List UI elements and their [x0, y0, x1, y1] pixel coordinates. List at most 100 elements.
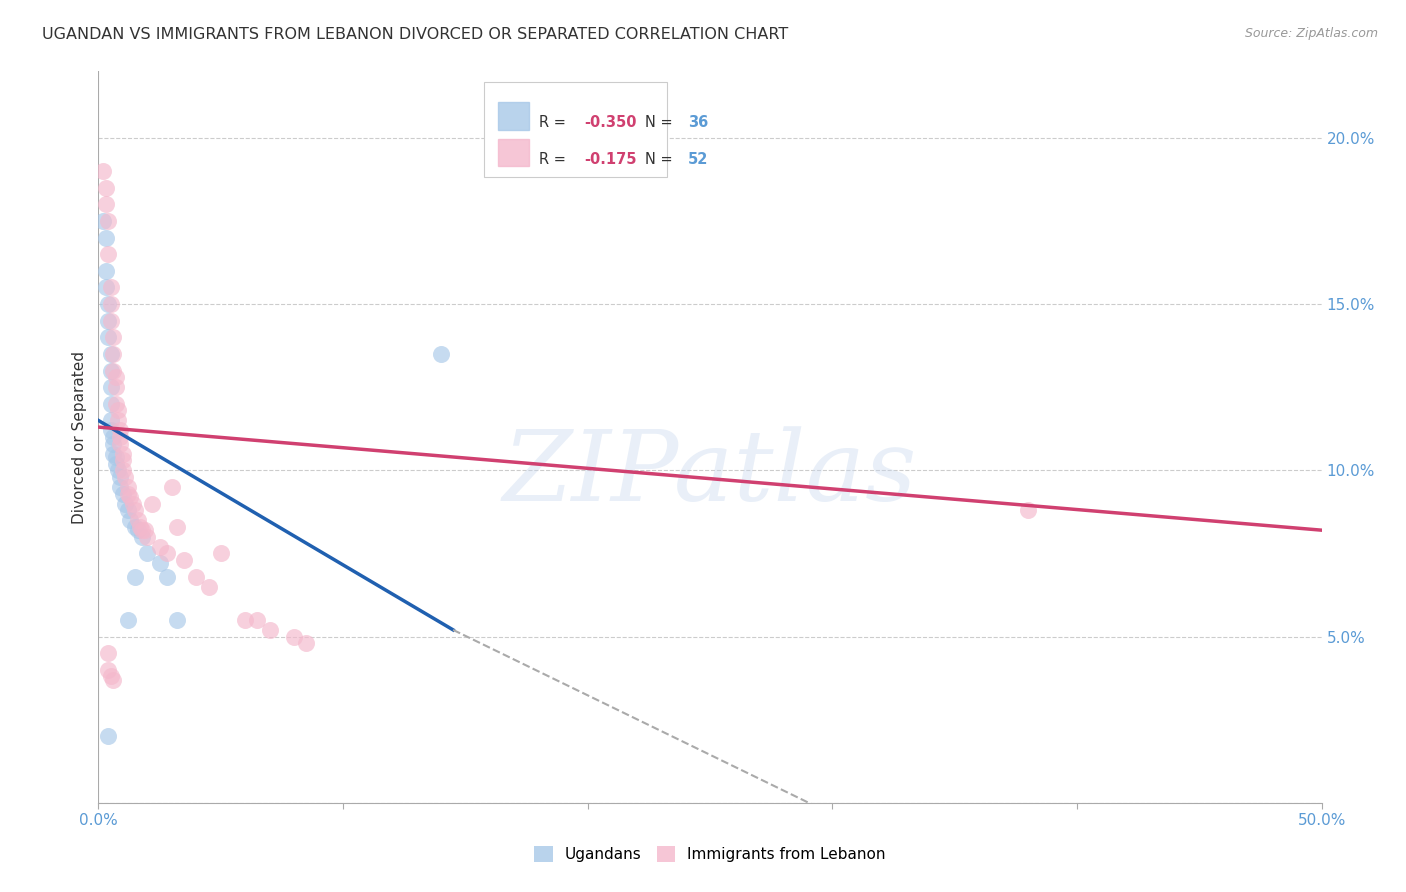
Point [101, 673, 124, 687]
Point [100, 424, 122, 438]
Text: UGANDAN VS IMMIGRANTS FROM LEBANON DIVORCED OR SEPARATED CORRELATION CHART: UGANDAN VS IMMIGRANTS FROM LEBANON DIVOR… [42, 27, 789, 42]
Point [120, 513, 142, 527]
Point [166, 613, 188, 627]
Point [173, 553, 195, 567]
Point [110, 436, 132, 450]
Point [104, 397, 127, 411]
Point [186, 570, 208, 584]
Point [111, 453, 134, 467]
Point [156, 570, 179, 584]
Point [100, 669, 122, 683]
Point [100, 363, 122, 377]
Point [110, 480, 132, 494]
Point [141, 497, 163, 511]
Point [97, 297, 120, 311]
Point [101, 447, 124, 461]
Point [91, 164, 114, 178]
Point [101, 430, 124, 444]
Point [107, 403, 129, 417]
Point [156, 546, 179, 560]
Point [117, 480, 139, 494]
Text: 52: 52 [688, 152, 709, 167]
Point [110, 424, 132, 438]
Point [97, 663, 120, 677]
Point [430, 347, 453, 361]
Point [104, 370, 127, 384]
Point [149, 557, 172, 571]
Point [97, 247, 120, 261]
Point [124, 503, 146, 517]
Point [136, 546, 159, 560]
Text: N =: N = [645, 115, 678, 130]
Point [114, 470, 136, 484]
Point [233, 613, 256, 627]
Point [100, 314, 122, 328]
Point [97, 729, 120, 743]
Point [117, 486, 139, 500]
Point [107, 413, 129, 427]
Point [97, 314, 120, 328]
Point [110, 430, 132, 444]
Point [104, 457, 127, 471]
FancyBboxPatch shape [484, 82, 668, 178]
Point [101, 330, 124, 344]
Point [94, 197, 117, 211]
Point [166, 520, 188, 534]
Point [101, 363, 124, 377]
Point [131, 523, 153, 537]
Point [246, 613, 269, 627]
Point [110, 470, 132, 484]
Text: -0.350: -0.350 [583, 115, 637, 130]
Point [97, 214, 120, 228]
Point [100, 297, 122, 311]
Point [259, 623, 281, 637]
Point [101, 347, 124, 361]
Text: R =: R = [538, 115, 571, 130]
Point [100, 280, 122, 294]
Point [100, 413, 122, 427]
Point [283, 630, 305, 644]
Point [197, 580, 219, 594]
Point [111, 486, 134, 500]
Point [121, 497, 143, 511]
Legend: Ugandans, Immigrants from Lebanon: Ugandans, Immigrants from Lebanon [529, 840, 891, 868]
Point [104, 380, 127, 394]
Point [100, 397, 122, 411]
Point [136, 530, 159, 544]
Point [120, 490, 142, 504]
Text: N =: N = [645, 152, 678, 167]
Point [111, 463, 134, 477]
Point [124, 570, 146, 584]
Point [134, 523, 156, 537]
Point [100, 380, 122, 394]
Point [100, 347, 122, 361]
Point [94, 280, 117, 294]
Text: Source: ZipAtlas.com: Source: ZipAtlas.com [1244, 27, 1378, 40]
Text: -0.175: -0.175 [583, 152, 637, 167]
Point [131, 530, 153, 544]
Point [114, 497, 136, 511]
Point [94, 180, 117, 194]
Point [209, 546, 232, 560]
Point [1017, 503, 1039, 517]
FancyBboxPatch shape [498, 103, 529, 130]
Point [160, 480, 183, 494]
Text: ZIPatlas: ZIPatlas [503, 426, 917, 521]
Point [94, 230, 117, 244]
Point [127, 523, 149, 537]
Point [101, 436, 124, 450]
Point [94, 264, 117, 278]
Point [117, 503, 139, 517]
Point [295, 636, 318, 650]
FancyBboxPatch shape [498, 139, 529, 167]
Point [129, 520, 152, 534]
Point [97, 330, 120, 344]
Point [111, 447, 134, 461]
Text: R =: R = [538, 152, 571, 167]
Point [124, 520, 146, 534]
Point [127, 513, 149, 527]
Point [91, 214, 114, 228]
Point [104, 450, 127, 464]
Y-axis label: Divorced or Separated: Divorced or Separated [72, 351, 87, 524]
Point [117, 613, 139, 627]
